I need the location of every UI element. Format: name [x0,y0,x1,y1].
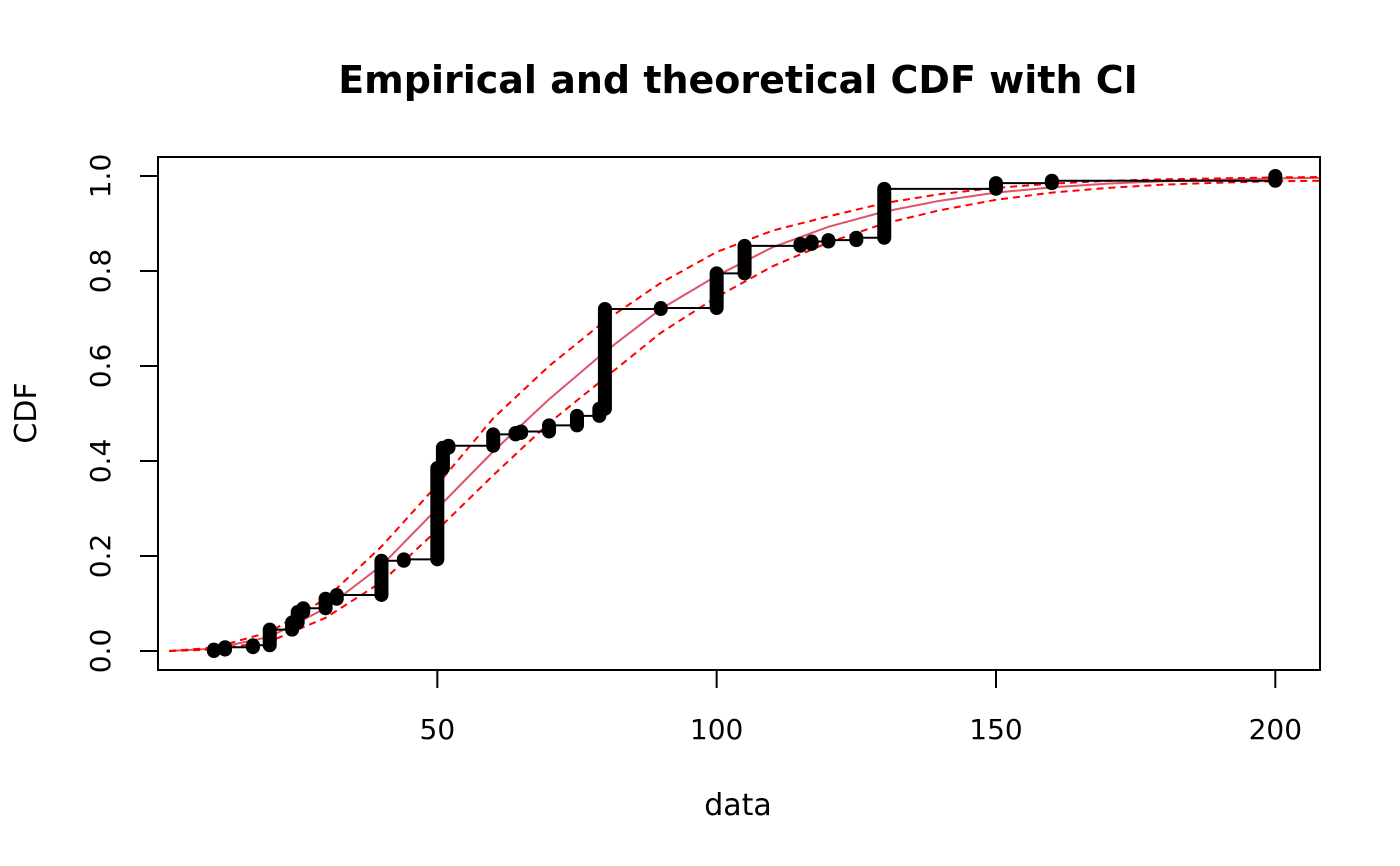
y-axis-label: CDF [9,382,44,443]
y-tick-label: 0.2 [84,534,117,579]
x-tick-label: 150 [969,713,1022,746]
y-tick-label: 0.0 [84,629,117,674]
axes-layer: 50 100 150 200 0.0 0.2 0.4 0.6 0.8 1.0 [84,154,1302,746]
x-tick-label: 200 [1249,713,1302,746]
x-tick-label: 100 [690,713,743,746]
y-tick-label: 1.0 [84,154,117,199]
y-tick-label: 0.4 [84,439,117,484]
ci-band-line-2 [169,179,1321,652]
empirical-cdf-layer [206,169,1283,658]
x-axis-label: data [704,788,772,823]
y-tick-label: 0.8 [84,249,117,294]
chart-title: Empirical and theoretical CDF with CI [338,58,1138,102]
x-tick-label: 50 [420,713,456,746]
y-tick-label: 0.6 [84,344,117,389]
